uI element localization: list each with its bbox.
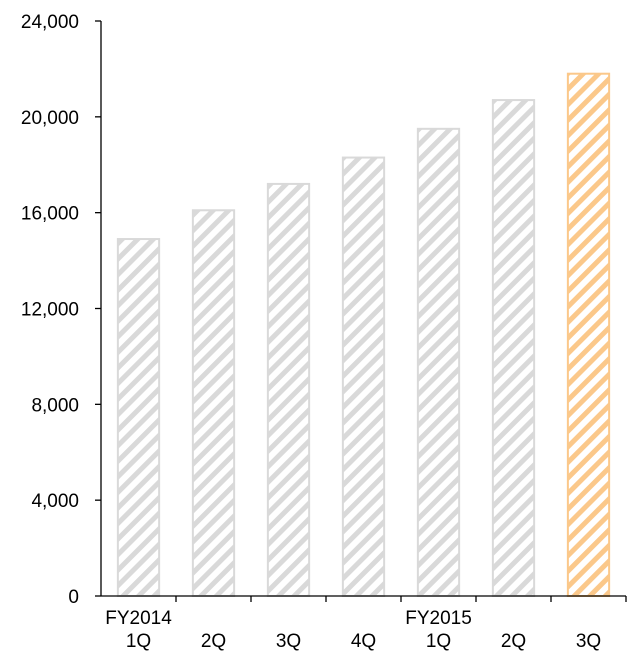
bar — [191, 209, 236, 597]
x-tick-label: 4Q — [351, 631, 376, 652]
x-tick-label: 2Q — [201, 631, 226, 652]
y-tick-label: 16,000 — [21, 204, 79, 225]
x-tick-label: 2Q — [501, 631, 526, 652]
y-tick-label: 0 — [68, 587, 79, 608]
y-tick-label: 8,000 — [31, 395, 79, 416]
x-tick-label: FY2014 — [105, 608, 172, 629]
bar-highlighted — [566, 72, 611, 598]
bar — [116, 238, 161, 597]
bar — [266, 182, 311, 598]
x-tick-label: 3Q — [576, 631, 601, 652]
bar — [416, 127, 461, 597]
x-tick-label: 1Q — [426, 631, 451, 652]
x-tick-label: 1Q — [126, 631, 151, 652]
y-tick-label: 24,000 — [21, 12, 79, 33]
y-tick-label: 4,000 — [31, 491, 79, 512]
y-tick-label: 12,000 — [21, 300, 79, 321]
bar — [491, 99, 536, 597]
x-tick-label: FY2015 — [405, 608, 472, 629]
bar — [341, 156, 386, 597]
y-tick-label: 20,000 — [21, 108, 79, 129]
x-tick-label: 3Q — [276, 631, 301, 652]
y-axis: 0 4,000 8,000 12,000 16,000 20,000 24,000 — [21, 12, 102, 608]
bars — [116, 72, 611, 598]
